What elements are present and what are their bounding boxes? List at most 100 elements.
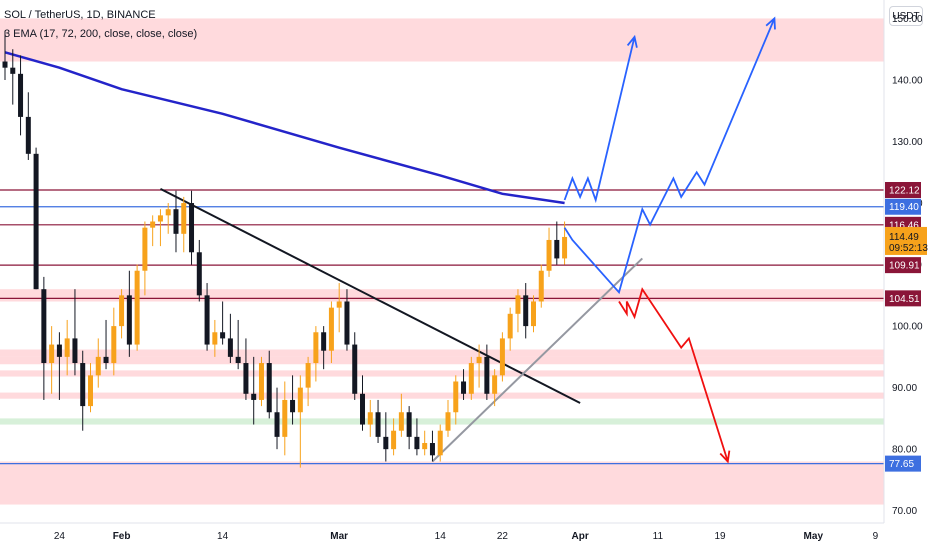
x-tick-label: Feb xyxy=(113,531,131,542)
zone-red xyxy=(0,356,884,365)
y-tick-label: 100.00 xyxy=(892,322,923,333)
candle-down xyxy=(173,209,179,234)
candle-down xyxy=(41,289,47,364)
x-tick-label: 19 xyxy=(714,531,726,542)
y-tick-label: 80.00 xyxy=(892,445,917,456)
projection-bull-long xyxy=(563,18,776,295)
level-label: 109.91 xyxy=(889,261,920,272)
candle-up xyxy=(538,270,544,302)
candle-down xyxy=(72,338,78,364)
candle-down xyxy=(352,344,358,394)
candle-down xyxy=(227,338,233,357)
candle-down xyxy=(243,363,249,394)
x-tick-label: 11 xyxy=(653,531,664,542)
zone-red xyxy=(0,392,884,399)
candle-up xyxy=(445,412,451,431)
symbol-title: SOL / TetherUS, 1D, BINANCE xyxy=(4,9,156,21)
candle-up xyxy=(336,301,342,308)
candle-up xyxy=(476,356,482,364)
candle-down xyxy=(484,356,490,394)
ema-200-line xyxy=(4,51,565,205)
candle-down xyxy=(360,393,366,425)
candle-down xyxy=(56,344,62,357)
y-tick-label: 140.00 xyxy=(892,75,923,86)
level-label-bg xyxy=(885,290,921,307)
candle-up xyxy=(398,412,404,431)
level-label: 116.46 xyxy=(889,220,919,231)
level-label-bg xyxy=(885,257,921,274)
candle-down xyxy=(235,356,241,364)
zone-green xyxy=(0,418,884,425)
candle-down xyxy=(220,332,226,339)
time-axis xyxy=(0,523,884,550)
x-tick-label: Apr xyxy=(572,531,589,542)
candle-down xyxy=(554,239,560,259)
candle-up xyxy=(328,307,334,351)
candle-up xyxy=(134,270,140,345)
candle-up xyxy=(492,375,498,394)
candle-up xyxy=(212,332,218,345)
candle-up xyxy=(515,295,521,314)
candle-down xyxy=(414,436,420,450)
candle-down xyxy=(523,295,529,327)
candle-up xyxy=(95,356,101,376)
zone-red xyxy=(0,461,884,505)
candle-up xyxy=(297,387,303,413)
current-price-label: 114.49 xyxy=(889,232,919,243)
zone-red xyxy=(0,349,884,357)
candle-down xyxy=(406,412,412,437)
candle-up xyxy=(313,332,319,364)
candle-up xyxy=(468,363,474,394)
trendline-descending xyxy=(159,188,581,404)
candle-down xyxy=(290,399,296,413)
candle-up xyxy=(165,209,171,216)
y-tick-label: 150.00 xyxy=(892,14,923,25)
candle-up xyxy=(422,443,428,450)
x-tick-label: 24 xyxy=(54,531,66,542)
candle-up xyxy=(367,412,373,425)
candle-down xyxy=(274,412,280,437)
projection-arrowhead xyxy=(626,34,638,48)
candle-up xyxy=(142,227,148,271)
candle-up xyxy=(64,338,70,357)
candle-down xyxy=(251,393,257,400)
candle-down xyxy=(10,67,16,74)
candle-up xyxy=(181,203,187,234)
level-label: 122.12 xyxy=(889,186,920,197)
candle-down xyxy=(189,203,195,253)
candle-down xyxy=(461,381,467,394)
level-label: 119.40 xyxy=(889,202,919,213)
level-label-bg xyxy=(885,182,921,199)
candle-up xyxy=(119,295,125,327)
candle-down xyxy=(321,332,327,351)
candle-down xyxy=(204,295,210,345)
candle-down xyxy=(266,363,272,413)
bar-countdown-label: 09:52:13 xyxy=(889,243,928,254)
candle-up xyxy=(305,363,311,388)
zone-red xyxy=(0,289,884,302)
candle-up xyxy=(111,326,117,364)
candle-up xyxy=(49,344,55,364)
projection-bear xyxy=(618,287,729,462)
candle-up xyxy=(562,236,568,259)
x-tick-label: 14 xyxy=(435,531,447,542)
candle-up xyxy=(157,215,163,222)
candle-up xyxy=(453,381,459,413)
level-label-bg xyxy=(885,455,921,472)
candle-up xyxy=(87,375,93,407)
currency-button[interactable]: USDT xyxy=(889,6,923,26)
candle-down xyxy=(25,116,31,154)
candle-up xyxy=(499,338,505,376)
current-price-tag xyxy=(885,226,927,255)
candle-up xyxy=(530,301,536,327)
candle-down xyxy=(196,252,202,296)
indicator-legend: 3 EMA (17, 72, 200, close, close, close) xyxy=(4,28,198,40)
x-tick-label: May xyxy=(804,531,824,542)
candle-up xyxy=(546,239,552,271)
zone-red xyxy=(0,370,884,377)
candle-down xyxy=(18,73,24,117)
candle-up xyxy=(258,363,264,400)
projection-bull-short xyxy=(563,36,636,204)
x-tick-label: 22 xyxy=(497,531,509,542)
